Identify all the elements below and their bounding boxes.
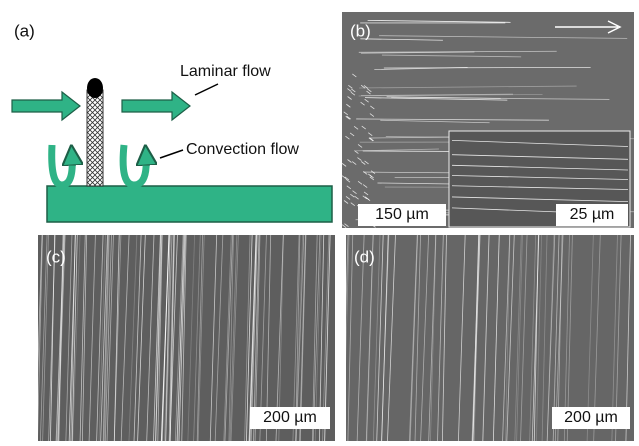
convection-arrow [52, 145, 73, 185]
pillar [87, 90, 103, 186]
scale-bar-label: 200 µm [564, 409, 618, 426]
figure: (a) Laminar flow Convection flow (b) 150… [0, 0, 639, 446]
panel-d: (d) 200 µm [342, 235, 634, 441]
pointer [160, 150, 183, 158]
scale-bar-label: 150 µm [375, 206, 429, 223]
panel-b: (b) 150 µm 25 µm [342, 12, 639, 228]
panel-c: (c) 200 µm [35, 235, 335, 441]
substrate [47, 186, 332, 222]
annotation: Convection flow [186, 141, 299, 158]
flow-arrow [12, 92, 80, 120]
panel-label: (d) [354, 247, 375, 266]
pointer [195, 84, 218, 95]
panel-a: (a) Laminar flow Convection flow [12, 21, 332, 222]
scale-bar-label: 200 µm [263, 409, 317, 426]
pillar-cap [87, 78, 103, 98]
annotation: Laminar flow [180, 63, 271, 80]
flow-arrow [122, 92, 190, 120]
scale-bar-label: 25 µm [570, 206, 615, 223]
convection-arrow [123, 145, 146, 185]
panel-label: (a) [14, 21, 35, 40]
panel-label: (c) [46, 247, 66, 266]
panel-label: (b) [350, 21, 371, 40]
